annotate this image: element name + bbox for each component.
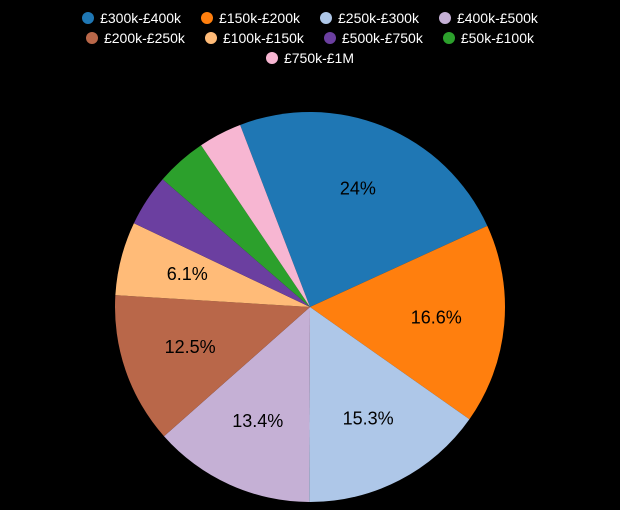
legend-label: £300k-£400k bbox=[100, 10, 181, 26]
legend-item: £200k-£250k bbox=[86, 30, 185, 46]
legend-label: £150k-£200k bbox=[219, 10, 300, 26]
slice-label: 6.1% bbox=[167, 264, 208, 284]
legend-label: £50k-£100k bbox=[461, 30, 534, 46]
legend-marker bbox=[86, 32, 98, 44]
slice-label: 13.4% bbox=[232, 411, 283, 431]
legend-marker bbox=[82, 12, 94, 24]
legend-label: £400k-£500k bbox=[457, 10, 538, 26]
legend-item: £150k-£200k bbox=[201, 10, 300, 26]
legend-marker bbox=[443, 32, 455, 44]
slice-label: 12.5% bbox=[165, 337, 216, 357]
pie-chart: 24% 16.6% 15.3% 13.4% 12.5% 6.1% bbox=[0, 72, 620, 502]
legend-item: £50k-£100k bbox=[443, 30, 534, 46]
legend-label: £100k-£150k bbox=[223, 30, 304, 46]
slice-label: 15.3% bbox=[343, 408, 394, 428]
legend: £300k-£400k £150k-£200k £250k-£300k £400k-£… bbox=[0, 0, 620, 72]
legend-marker bbox=[205, 32, 217, 44]
legend-marker bbox=[439, 12, 451, 24]
legend-label: £250k-£300k bbox=[338, 10, 419, 26]
legend-item: £500k-£750k bbox=[324, 30, 423, 46]
legend-item: £400k-£500k bbox=[439, 10, 538, 26]
legend-marker bbox=[324, 32, 336, 44]
legend-label: £200k-£250k bbox=[104, 30, 185, 46]
legend-marker bbox=[201, 12, 213, 24]
legend-marker bbox=[320, 12, 332, 24]
legend-marker bbox=[266, 52, 278, 64]
legend-item: £250k-£300k bbox=[320, 10, 419, 26]
slice-label: 24% bbox=[340, 178, 376, 198]
slice-label: 16.6% bbox=[411, 307, 462, 327]
legend-item: £100k-£150k bbox=[205, 30, 304, 46]
legend-item: £300k-£400k bbox=[82, 10, 181, 26]
legend-label: £750k-£1M bbox=[284, 50, 354, 66]
legend-item: £750k-£1M bbox=[266, 50, 354, 66]
legend-label: £500k-£750k bbox=[342, 30, 423, 46]
